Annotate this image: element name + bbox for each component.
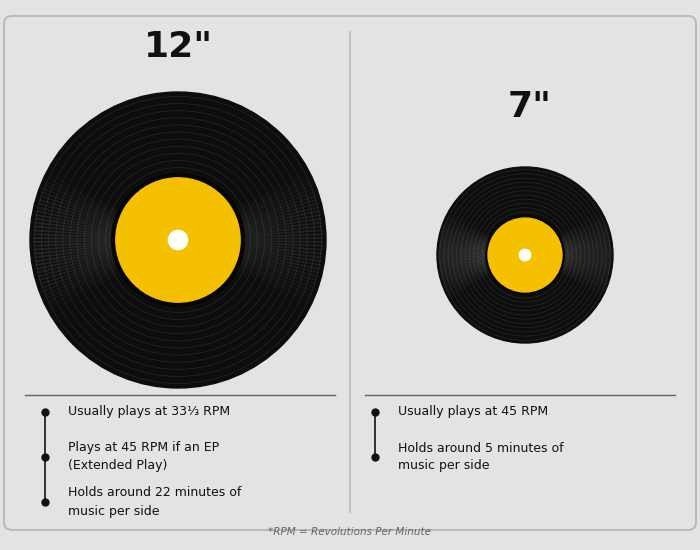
Text: Holds around 5 minutes of
music per side: Holds around 5 minutes of music per side: [398, 442, 564, 472]
Text: Holds around 22 minutes of
music per side: Holds around 22 minutes of music per sid…: [68, 487, 241, 518]
Text: *RPM = Revolutions Per Minute: *RPM = Revolutions Per Minute: [269, 527, 431, 537]
Circle shape: [488, 218, 562, 292]
Circle shape: [485, 215, 565, 295]
Circle shape: [519, 249, 531, 261]
Text: Plays at 45 RPM if an EP
(Extended Play): Plays at 45 RPM if an EP (Extended Play): [68, 442, 219, 472]
Circle shape: [169, 230, 188, 250]
Circle shape: [111, 173, 245, 307]
Text: 7": 7": [508, 90, 552, 124]
Text: Usually plays at 33⅓ RPM: Usually plays at 33⅓ RPM: [68, 405, 230, 419]
Text: Usually plays at 45 RPM: Usually plays at 45 RPM: [398, 405, 548, 419]
FancyBboxPatch shape: [4, 16, 696, 530]
Circle shape: [437, 167, 613, 343]
Circle shape: [30, 92, 326, 388]
Text: 12": 12": [144, 30, 213, 64]
Circle shape: [116, 178, 240, 302]
